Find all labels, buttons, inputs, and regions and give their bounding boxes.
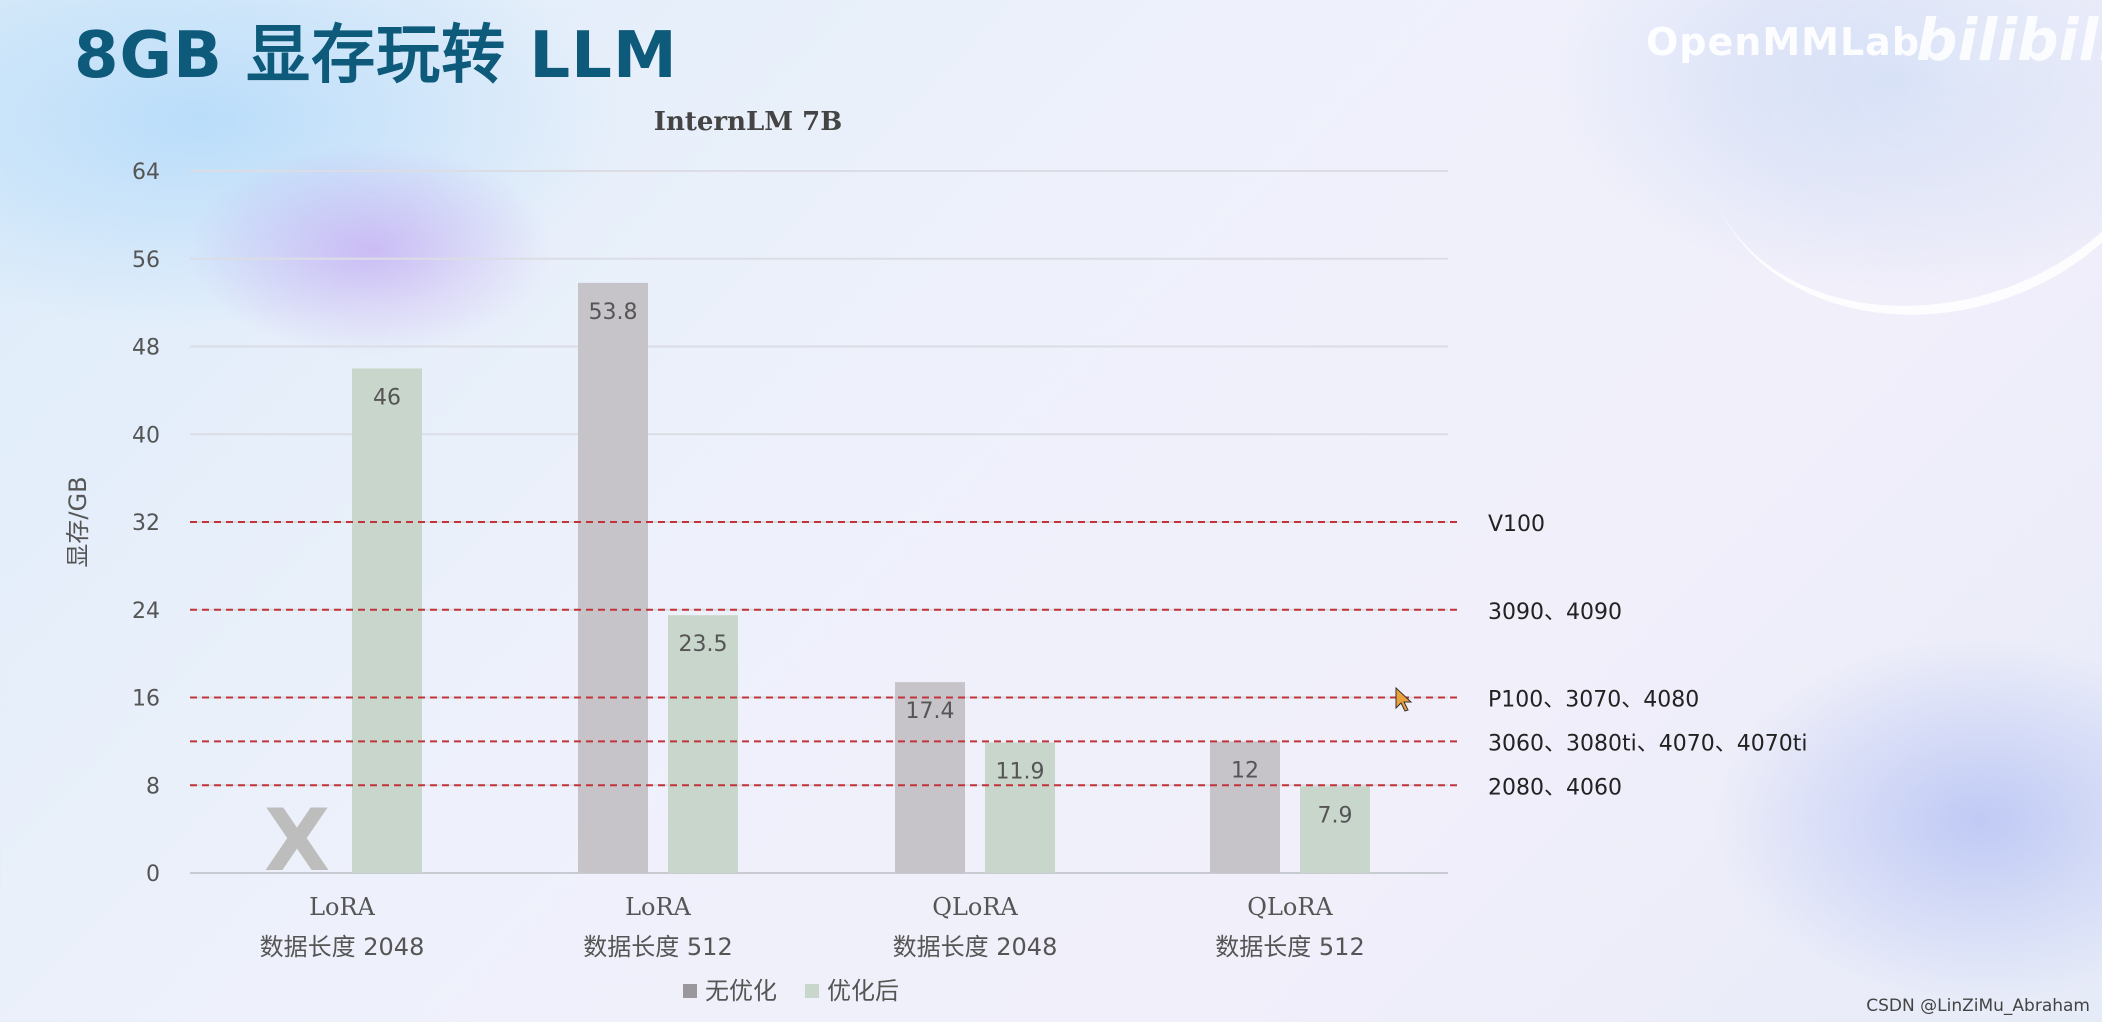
legend-swatch (683, 984, 697, 998)
gpu-reference-label: P100、3070、4080 (1488, 688, 1699, 713)
x-category-label: LoRA (625, 893, 691, 921)
y-axis-label: 显存/GB (64, 476, 92, 567)
bar-optimized (668, 615, 738, 873)
bar-value-label: 11.9 (996, 759, 1045, 784)
gpu-reference-label: 2080、4060 (1488, 775, 1622, 800)
gpu-reference-label: 3090、4090 (1488, 600, 1622, 625)
bar-value-label: 17.4 (906, 699, 955, 724)
y-tick-label: 8 (146, 774, 160, 799)
legend-swatch (805, 984, 819, 998)
y-tick-label: 56 (132, 248, 160, 273)
x-category-sublabel: 数据长度 2048 (260, 933, 425, 961)
mouse-cursor-icon (1395, 686, 1413, 712)
chart-title: InternLM 7B (654, 107, 842, 137)
y-tick-label: 0 (146, 862, 160, 887)
gpu-reference-label: 3060、3080ti、4070、4070ti (1488, 731, 1807, 756)
bar-value-label: 12 (1231, 758, 1259, 783)
slide-title: 8GB 显存玩转 LLM (74, 19, 678, 93)
x-category-sublabel: 数据长度 512 (1215, 933, 1364, 961)
x-category-label: QLoRA (932, 893, 1018, 921)
legend-label: 无优化 (705, 977, 777, 1005)
y-tick-label: 16 (132, 687, 160, 712)
x-category-sublabel: 数据长度 512 (583, 933, 732, 961)
y-tick-label: 64 (132, 160, 160, 185)
gpu-reference-label: V100 (1488, 512, 1545, 537)
bar-unoptimized (895, 682, 965, 873)
missing-bar-x-marker: X (264, 791, 330, 891)
legend-label: 优化后 (827, 977, 899, 1005)
bar-value-label: 53.8 (589, 300, 638, 325)
brand-name: OpenMMLab (1646, 20, 1921, 64)
x-category-label: LoRA (309, 893, 375, 921)
watermark: CSDN @LinZiMu_Abraham (1866, 996, 2090, 1016)
bar-optimized (352, 368, 422, 873)
bar-value-label: 23.5 (679, 632, 728, 657)
x-category-label: QLoRA (1247, 893, 1333, 921)
bar-unoptimized (1210, 741, 1280, 873)
bar-value-label: 7.9 (1318, 803, 1353, 828)
bar-optimized (1300, 786, 1370, 873)
bar-unoptimized (578, 282, 648, 874)
y-tick-label: 40 (132, 423, 160, 448)
x-category-sublabel: 数据长度 2048 (893, 933, 1058, 961)
y-tick-label: 32 (132, 511, 160, 536)
bilibili-logo: bilibili (1916, 6, 2102, 74)
y-tick-label: 24 (132, 599, 160, 624)
y-tick-label: 48 (132, 336, 160, 361)
bar-value-label: 46 (373, 385, 401, 410)
bar-optimized (985, 742, 1055, 873)
